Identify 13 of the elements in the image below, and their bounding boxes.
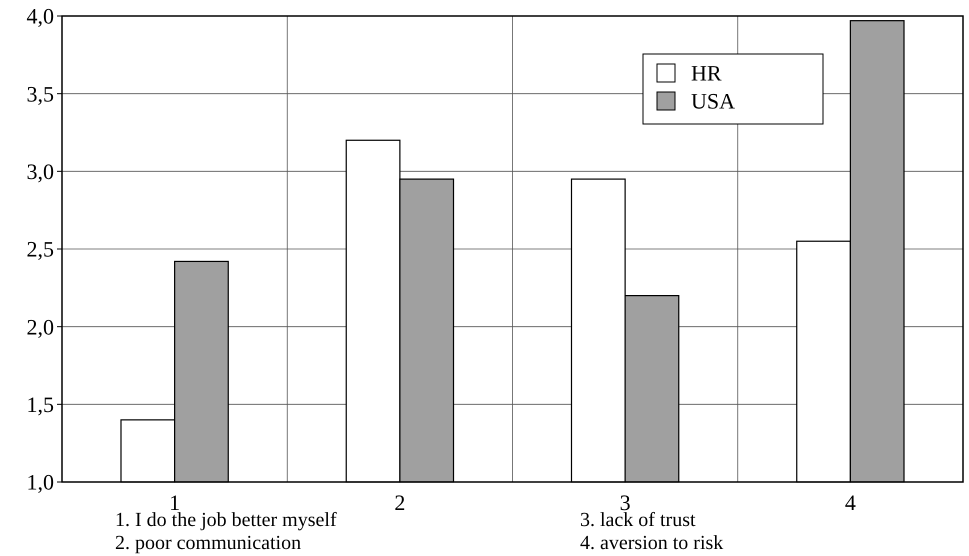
y-tick-label: 1,5 — [26, 392, 54, 418]
y-tick-label: 3,0 — [26, 159, 54, 184]
y-tick-label: 4,0 — [26, 4, 54, 29]
y-tick-label: 3,5 — [26, 81, 54, 106]
legend-label: HR — [691, 60, 722, 86]
y-tick-label: 1,0 — [26, 470, 54, 495]
x-tick-label: 2 — [394, 490, 406, 515]
text: 2. poor communication — [115, 532, 302, 554]
x-tick-label: 4 — [844, 490, 856, 515]
y-tick-label: 2,0 — [26, 314, 54, 340]
legend-label: USA — [691, 88, 736, 114]
text: 4. aversion to risk — [580, 532, 724, 554]
y-tick-label: 2,5 — [26, 236, 54, 262]
